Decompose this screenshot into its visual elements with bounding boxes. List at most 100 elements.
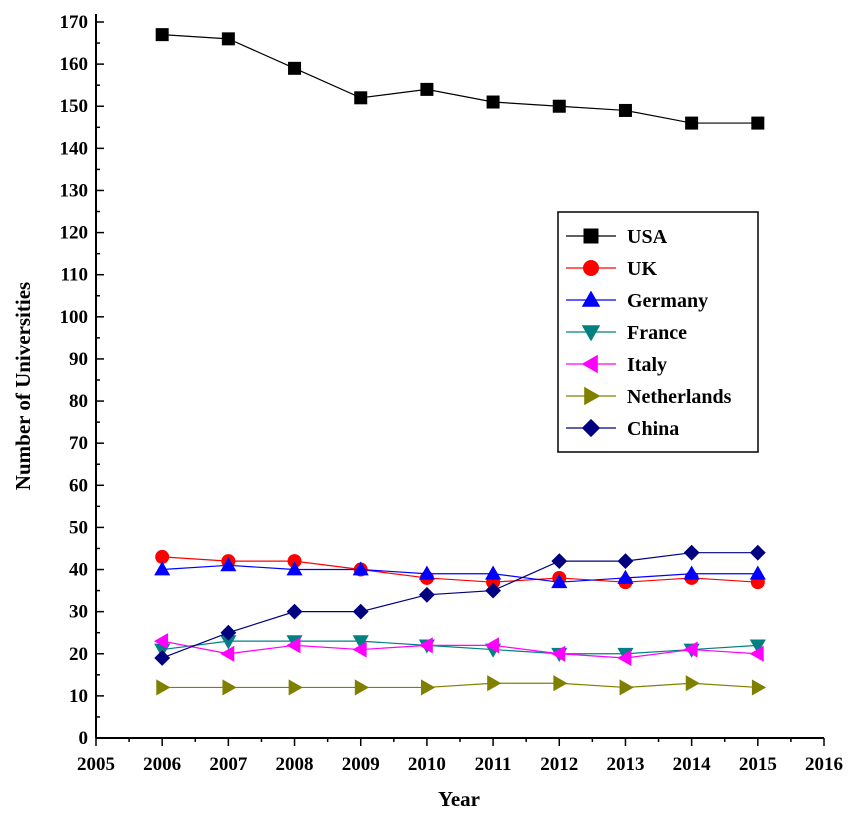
series-line — [161, 552, 758, 659]
y-tick-label: 120 — [60, 223, 89, 244]
series-line — [162, 564, 758, 583]
data-point — [286, 637, 301, 654]
data-point — [749, 645, 764, 662]
legend-marker — [583, 228, 599, 244]
y-tick-label: 100 — [60, 307, 89, 328]
y-tick-label: 110 — [61, 265, 88, 286]
legend-entry: France — [566, 322, 687, 344]
data-point — [352, 635, 369, 650]
data-point — [421, 679, 436, 696]
y-tick-label: 40 — [69, 560, 88, 581]
y-tick-label: 70 — [69, 433, 88, 454]
legend-marker — [581, 290, 601, 307]
legend-marker — [581, 418, 601, 438]
data-point — [553, 675, 568, 692]
series-italy — [153, 633, 764, 667]
data-point — [485, 582, 501, 599]
data-point — [617, 569, 634, 584]
data-point — [153, 633, 169, 650]
data-point — [220, 624, 237, 641]
series-china — [154, 544, 766, 666]
y-tick-label: 0 — [79, 728, 89, 749]
x-tick-label: 2007 — [209, 754, 248, 775]
x-tick-label: 2006 — [143, 754, 181, 775]
data-point — [617, 649, 632, 667]
series-uk — [155, 549, 765, 590]
data-point — [156, 679, 171, 696]
data-point — [484, 637, 499, 654]
data-point — [418, 637, 433, 654]
data-point — [749, 565, 766, 580]
y-axis-title: Number of Universities — [11, 282, 35, 490]
data-point — [551, 553, 568, 570]
data-point — [222, 679, 237, 696]
data-point — [749, 639, 766, 654]
legend-marker — [581, 325, 601, 342]
data-point — [288, 61, 302, 75]
series-germany — [154, 557, 766, 589]
series-line — [162, 34, 758, 124]
x-tick-label: 2008 — [276, 754, 314, 775]
data-point — [485, 565, 502, 580]
x-tick-label: 2011 — [475, 754, 512, 775]
x-tick-label: 2015 — [739, 754, 777, 775]
legend-label: UK — [627, 258, 657, 280]
legend-label: France — [627, 322, 687, 344]
series-usa — [155, 28, 765, 130]
data-point — [352, 561, 369, 576]
data-point — [220, 645, 235, 662]
data-point — [221, 32, 235, 46]
data-point — [352, 603, 369, 620]
y-tick-label: 60 — [69, 475, 88, 496]
series-france — [154, 635, 766, 662]
legend-entry: Germany — [566, 290, 708, 312]
data-point — [286, 561, 303, 576]
data-point — [418, 565, 435, 580]
data-point — [552, 99, 566, 113]
legend-entry: Italy — [566, 354, 667, 376]
data-point — [751, 679, 767, 696]
y-tick-label: 30 — [69, 602, 88, 623]
series-line — [162, 640, 758, 659]
data-point — [354, 91, 368, 105]
data-point — [749, 544, 766, 561]
data-point — [751, 116, 765, 130]
legend-label: China — [627, 418, 679, 440]
y-tick-label: 170 — [60, 12, 89, 33]
y-tick-label: 160 — [60, 54, 89, 75]
y-tick-label: 140 — [60, 138, 89, 159]
legend-marker — [584, 386, 601, 406]
data-point — [220, 557, 237, 572]
data-point — [617, 553, 634, 570]
legend-marker — [581, 354, 598, 374]
x-tick-label: 2014 — [673, 754, 712, 775]
x-tick-label: 2012 — [540, 754, 578, 775]
data-point — [487, 675, 502, 692]
y-tick-label: 20 — [69, 644, 88, 665]
x-tick-label: 2009 — [342, 754, 380, 775]
x-tick-label: 2010 — [408, 754, 446, 775]
x-tick-label: 2013 — [606, 754, 644, 775]
legend-label: USA — [627, 226, 668, 248]
series-line — [162, 640, 758, 655]
legend-entry: UK — [566, 258, 657, 280]
legend-entry: Netherlands — [566, 386, 732, 408]
data-point — [685, 675, 700, 692]
data-point — [683, 544, 700, 561]
legend-marker — [583, 260, 599, 276]
series-netherlands — [156, 675, 767, 696]
legend-entry: USA — [566, 226, 668, 248]
series-line — [162, 556, 758, 583]
data-point — [354, 679, 369, 696]
y-tick-label: 150 — [60, 96, 89, 117]
data-point — [683, 565, 700, 580]
data-point — [618, 103, 632, 117]
y-tick-label: 10 — [69, 686, 88, 707]
x-axis-title: Year — [438, 787, 480, 811]
data-point — [551, 645, 566, 662]
legend-label: Netherlands — [627, 386, 732, 408]
legend-label: Germany — [627, 290, 708, 312]
legend-label: Italy — [627, 354, 667, 376]
data-point — [154, 561, 171, 576]
